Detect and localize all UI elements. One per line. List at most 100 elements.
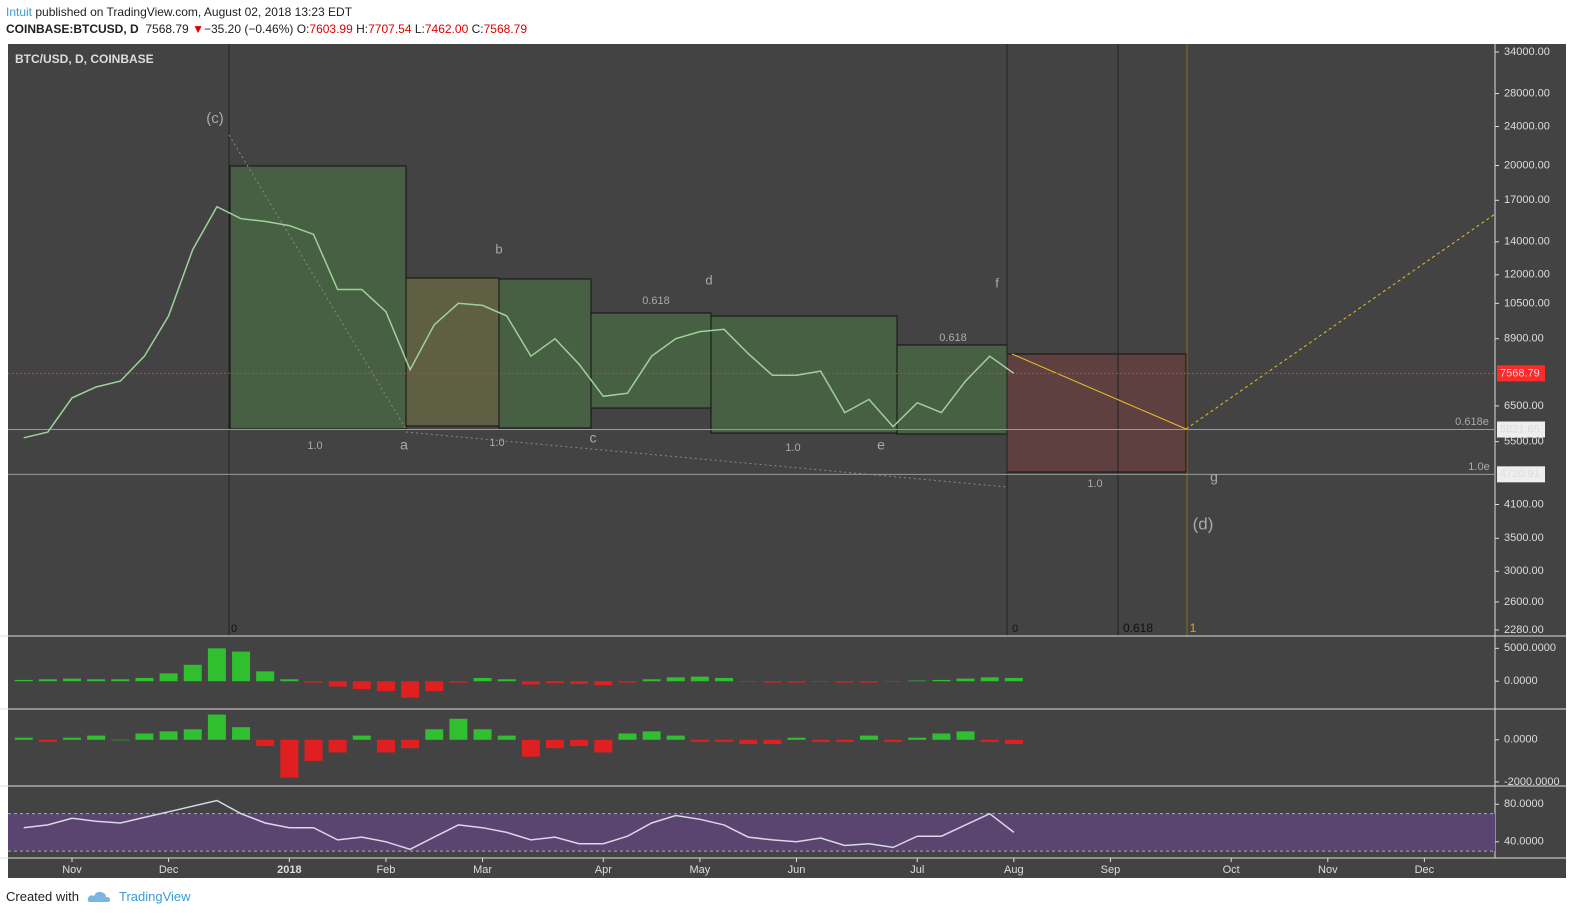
histogram-bar — [739, 681, 758, 682]
histogram-bar — [811, 681, 830, 682]
x-tick-label: Jul — [910, 864, 924, 876]
y-tick-label: 0.0000 — [1504, 675, 1538, 687]
histogram-bar — [425, 729, 444, 740]
histogram-bar — [811, 739, 830, 742]
histogram-bar — [183, 664, 202, 682]
histogram-bar — [932, 679, 951, 682]
histogram-bar — [715, 677, 734, 682]
annotation: 0.618 — [642, 295, 670, 307]
histogram-bar — [594, 681, 613, 686]
histogram-bar — [280, 739, 299, 778]
header: Intuit published on TradingView.com, Aug… — [6, 4, 527, 38]
histogram-bar — [14, 679, 33, 682]
price-label: 7568.79 — [1500, 367, 1540, 379]
box — [1006, 353, 1187, 473]
histogram-bar — [183, 729, 202, 740]
y-tick-label: 2280.00 — [1504, 624, 1544, 636]
box — [896, 344, 1008, 435]
histogram-bar — [594, 739, 613, 753]
histogram-bar — [38, 679, 57, 682]
y-tick-label: 0.0000 — [1504, 734, 1538, 746]
histogram-bar — [739, 739, 758, 745]
rsi-line — [23, 799, 1015, 851]
annotation: g — [1210, 469, 1218, 485]
drawings — [0, 44, 1566, 859]
histogram-bar — [304, 739, 323, 761]
histogram-bar — [666, 677, 685, 682]
projection-arrow — [1011, 353, 1187, 430]
histogram-bar — [1004, 739, 1023, 745]
histogram-bar — [521, 739, 540, 757]
histogram-bar — [980, 739, 999, 742]
histogram-bar — [546, 739, 564, 749]
y-tick-label: 10500.00 — [1504, 297, 1550, 309]
histogram-bar — [521, 681, 540, 685]
histogram-bar — [111, 739, 130, 741]
histogram-bar — [232, 727, 251, 740]
brand[interactable]: TradingView — [118, 889, 191, 904]
histogram-bar — [908, 737, 927, 740]
histogram-bar — [135, 677, 154, 682]
histogram-bar — [956, 731, 975, 740]
low: 7462.00 — [424, 22, 469, 36]
histogram-bar — [618, 733, 637, 740]
annotation: 0.618e — [1455, 416, 1489, 428]
annotation: 1.0e — [1468, 461, 1489, 473]
y-tick-label: 12000.00 — [1504, 269, 1550, 281]
x-tick-label: May — [690, 864, 711, 876]
histogram-bar — [497, 679, 516, 682]
box — [229, 165, 407, 430]
histogram-bar — [859, 735, 878, 740]
open: 7603.99 — [309, 22, 353, 36]
y-tick-label: 3500.00 — [1504, 532, 1544, 544]
histogram-bar — [135, 733, 154, 740]
histogram-bar — [376, 681, 395, 692]
c-label: C: — [471, 22, 484, 36]
price-label-box — [1497, 466, 1545, 483]
histogram-bar — [449, 718, 468, 740]
histogram-bar — [570, 681, 589, 684]
histogram-bar — [14, 737, 33, 740]
annotation: a — [400, 437, 408, 453]
histogram-bar — [884, 739, 903, 742]
histogram-bar — [207, 714, 226, 740]
author[interactable]: Intuit — [6, 5, 33, 19]
x-tick-label: Sep — [1101, 864, 1121, 876]
histogram-bar — [980, 677, 999, 682]
histogram-bar — [352, 735, 371, 740]
y-tick-label: 34000.00 — [1504, 46, 1550, 58]
histogram-bar — [87, 679, 106, 682]
histogram-bar — [449, 681, 468, 683]
histogram-bar — [859, 681, 878, 683]
price-label: 5821.65 — [1500, 423, 1540, 435]
annotation: (d) — [1193, 514, 1214, 533]
high: 7707.54 — [368, 22, 412, 36]
histogram-bar — [715, 739, 734, 742]
y-tick-label: 20000.00 — [1504, 159, 1550, 171]
quote-line: COINBASE:BTCUSD, D 7568.79 ▼−35.20 (−0.4… — [6, 21, 527, 38]
annotation: 0 — [231, 623, 237, 635]
annotation: 1.0 — [1087, 478, 1102, 490]
y-tick-label: 28000.00 — [1504, 87, 1550, 99]
y-tick-label: 80.0000 — [1504, 798, 1544, 810]
y-tick-label: 8900.00 — [1504, 333, 1544, 345]
histogram-bar — [63, 678, 81, 682]
y-tick-label: 5500.00 — [1504, 436, 1544, 448]
footer: Created with TradingView — [6, 889, 191, 904]
annotation: c — [590, 430, 597, 446]
x-tick-label: Dec — [1415, 864, 1435, 876]
annotation: e — [877, 437, 885, 453]
x-tick-label: Mar — [473, 864, 492, 876]
annotation: 1.0 — [307, 440, 322, 452]
annotation: b — [495, 241, 502, 256]
histogram-bar — [884, 681, 903, 682]
histogram-bar — [642, 679, 661, 682]
y-tick-label: 5000.0000 — [1504, 642, 1556, 654]
h-label: H: — [356, 22, 369, 36]
y-tick-label: 40.0000 — [1504, 836, 1544, 848]
annotation: f — [995, 275, 999, 290]
l-label: L: — [414, 22, 425, 36]
chart: BTC/USD, D, COINBASE 34000.00 28000.00 240… — [0, 44, 1576, 878]
annotation: 0 — [1012, 623, 1018, 635]
